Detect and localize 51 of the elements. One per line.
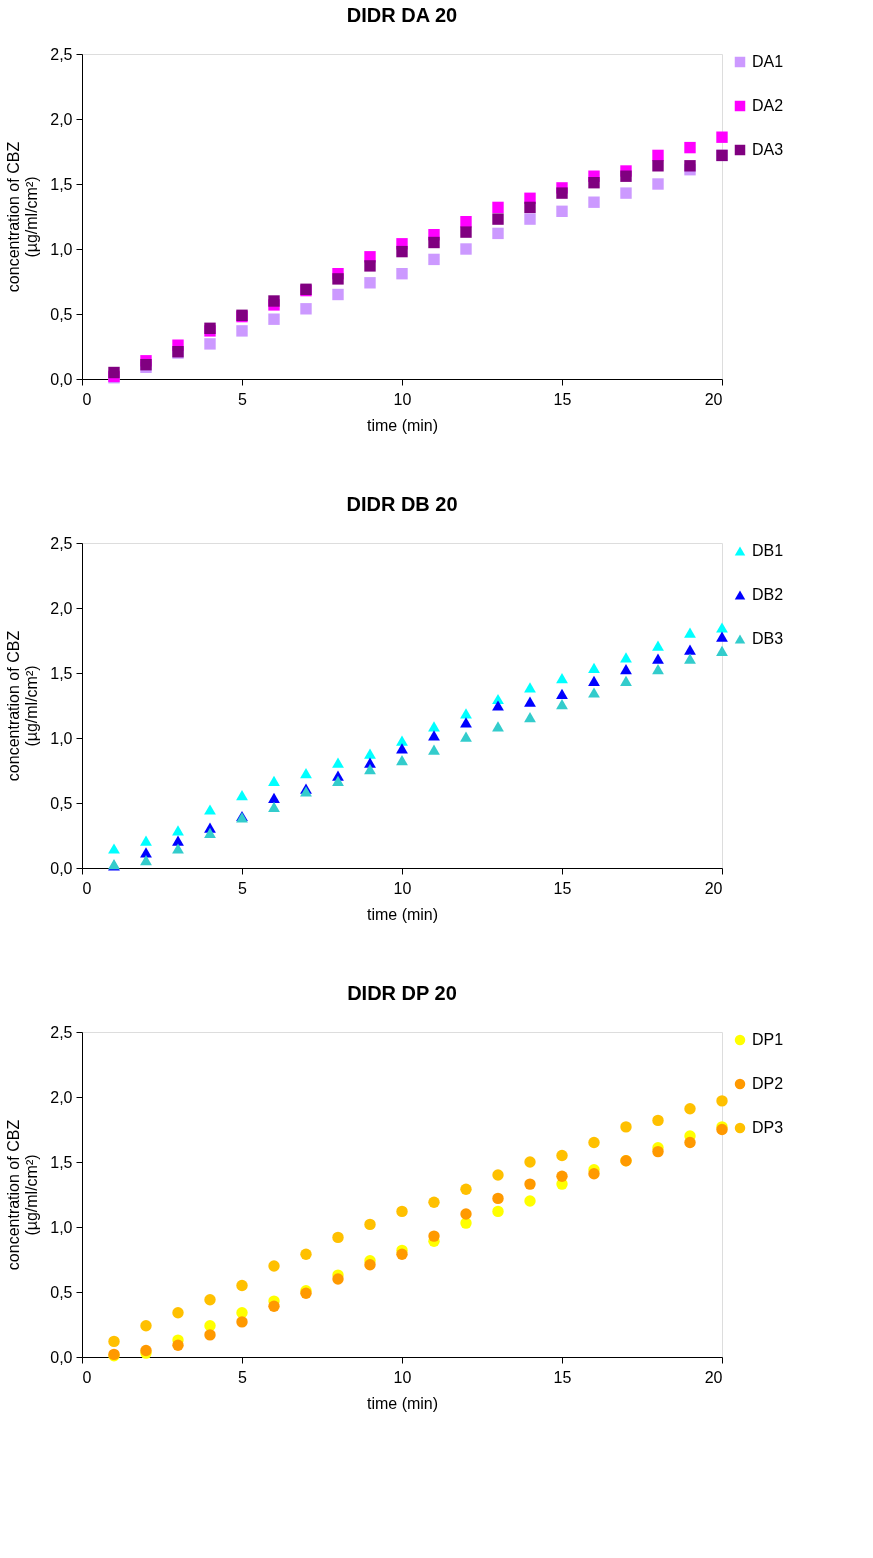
y-axis-title: concentration of CBZ (µg/ml/cm²) [5, 630, 41, 782]
y-tick-label: 1,0 [50, 1218, 73, 1236]
chart-title: DIDR DB 20 [346, 493, 458, 515]
x-tick-label: 10 [393, 879, 412, 897]
y-tick-label: 0,0 [50, 370, 73, 388]
x-tick-label: 15 [553, 1368, 572, 1386]
y-axis-title: concentration of CBZ (µg/ml/cm²) [5, 1119, 41, 1271]
x-tick-label: 15 [553, 879, 572, 897]
x-tick-label: 5 [238, 879, 248, 897]
y-tick-label: 2,0 [50, 1088, 73, 1106]
y-tick-label: 1,0 [50, 729, 73, 747]
x-tick-label: 20 [704, 879, 723, 897]
x-tick-label: 20 [704, 1368, 723, 1386]
y-axis-title: concentration of CBZ (µg/ml/cm²) [5, 141, 41, 293]
legend-label: DB2 [752, 586, 784, 603]
y-tick-label: 0,5 [50, 305, 73, 323]
legend-label: DB1 [752, 542, 784, 559]
x-tick-label: 5 [238, 1368, 248, 1386]
y-tick-label: 1,5 [50, 664, 73, 682]
legend-label: DP1 [752, 1031, 784, 1048]
x-tick-label: 0 [82, 390, 92, 408]
y-tick-label: 2,5 [50, 45, 73, 63]
y-tick-label: 2,5 [50, 534, 73, 552]
x-tick-label: 0 [82, 1368, 92, 1386]
x-tick-label: 20 [704, 390, 723, 408]
x-tick-label: 5 [238, 390, 248, 408]
x-axis-title: time (min) [366, 905, 439, 923]
x-axis-title: time (min) [366, 416, 439, 434]
legend-label: DA3 [752, 141, 784, 158]
legend-label: DB3 [752, 630, 784, 647]
y-tick-label: 2,5 [50, 1023, 73, 1041]
y-tick-label: 0,0 [50, 1348, 73, 1366]
x-tick-label: 10 [393, 1368, 412, 1386]
legend-label: DP2 [752, 1075, 784, 1092]
legend-label: DP3 [752, 1119, 784, 1136]
legend-label: DA2 [752, 97, 784, 114]
y-tick-label: 1,0 [50, 240, 73, 258]
y-tick-label: 0,0 [50, 859, 73, 877]
x-tick-label: 10 [393, 390, 412, 408]
y-tick-label: 2,0 [50, 599, 73, 617]
x-axis-title: time (min) [366, 1394, 439, 1412]
chart-title: DIDR DA 20 [346, 4, 458, 26]
x-tick-label: 0 [82, 879, 92, 897]
y-tick-label: 2,0 [50, 110, 73, 128]
chart-title: DIDR DP 20 [347, 982, 457, 1004]
y-tick-label: 1,5 [50, 1153, 73, 1171]
legend-label: DA1 [752, 53, 784, 70]
x-tick-label: 15 [553, 390, 572, 408]
y-tick-label: 1,5 [50, 175, 73, 193]
y-tick-label: 0,5 [50, 1283, 73, 1301]
y-tick-label: 0,5 [50, 794, 73, 812]
